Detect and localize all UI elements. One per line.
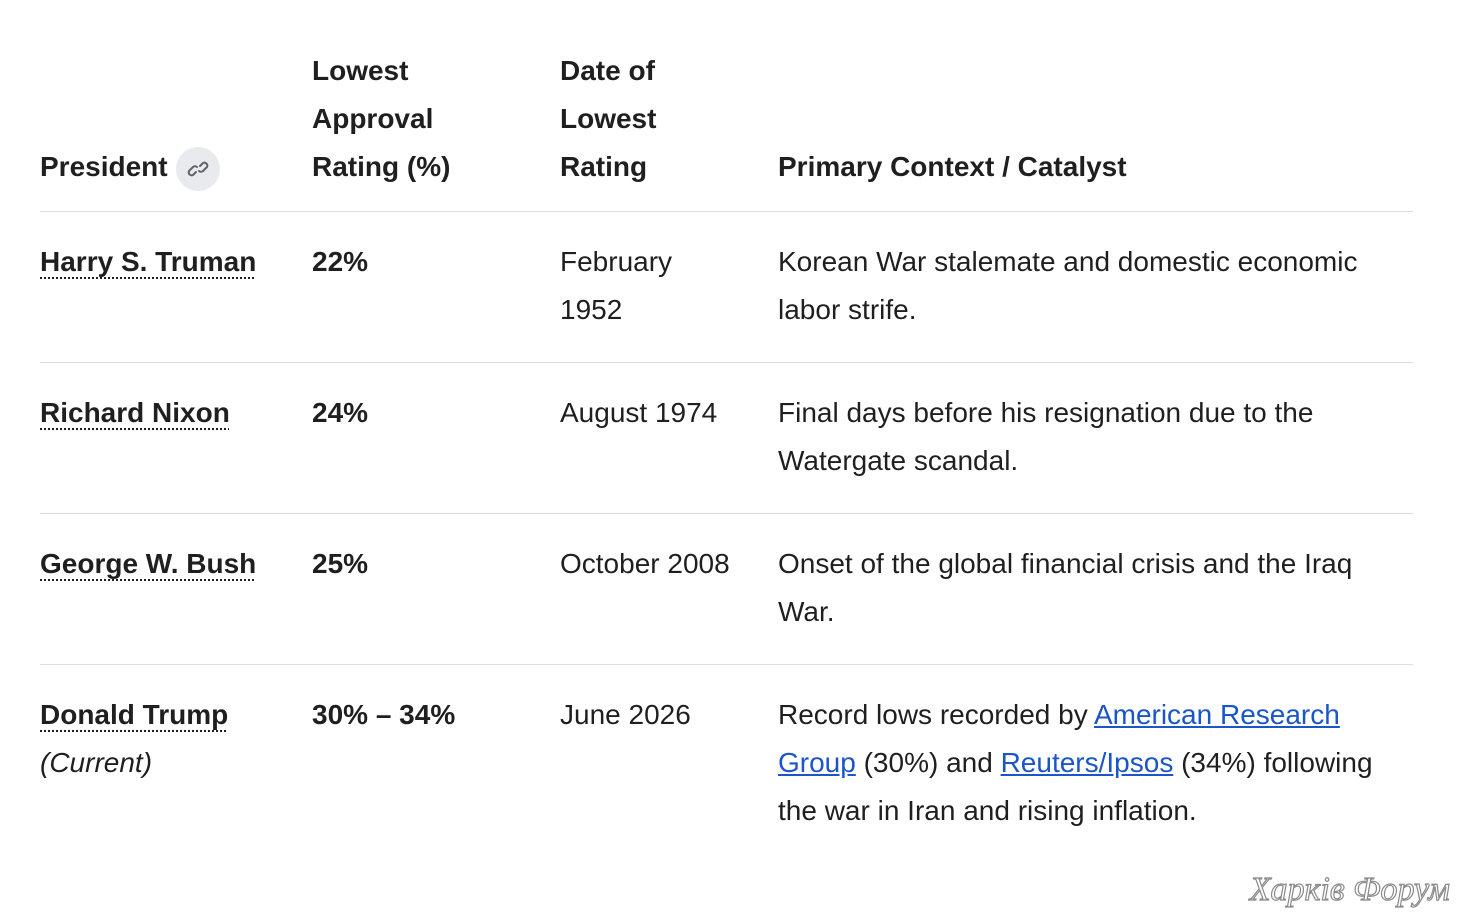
link-icon[interactable] <box>175 146 220 191</box>
header-text: Date of Lowest Rating <box>560 55 657 182</box>
cell-content: Harry S. Truman <box>40 238 268 286</box>
header-cell: President <box>40 0 312 212</box>
rating-date: June 2026 <box>560 699 691 730</box>
header-cell: Lowest Approval Rating (%) <box>312 0 560 212</box>
cell: 24% <box>312 363 560 514</box>
cell: Richard Nixon <box>40 363 312 514</box>
source-link[interactable]: Reuters/Ipsos <box>1000 747 1174 778</box>
president-name[interactable]: Harry S. Truman <box>40 246 257 277</box>
cell: Donald Trump (Current) <box>40 665 312 864</box>
president-name[interactable]: Donald Trump <box>40 699 229 730</box>
cell: 30% – 34% <box>312 665 560 864</box>
header-text: President <box>40 151 168 182</box>
president-note: (Current) <box>40 747 153 778</box>
cell-content: George W. Bush <box>40 540 268 588</box>
header-text: Lowest Approval Rating (%) <box>312 55 451 182</box>
cell: Harry S. Truman <box>40 212 312 363</box>
table-row: Richard Nixon 24% August 1974 Final days be… <box>40 363 1413 514</box>
table-row: George W. Bush 25% October 2008 Onset of th… <box>40 514 1413 665</box>
table-body: Harry S. Truman 22% February 1952 Korean Wa… <box>40 212 1413 864</box>
header-cell: Primary Context / Catalyst <box>778 0 1413 212</box>
approval-rating: 24% <box>312 397 369 428</box>
cell: 25% <box>312 514 560 665</box>
rating-date: August 1974 <box>560 397 718 428</box>
table: President Lowest Approval Rating (%) Dat… <box>40 0 1413 863</box>
cell: February 1952 <box>560 212 778 363</box>
cell: Korean War stalemate and domestic econom… <box>778 212 1413 363</box>
approval-rating: 25% <box>312 548 369 579</box>
approval-rating: 22% <box>312 246 369 277</box>
cell: Record lows recorded by American Researc… <box>778 665 1413 864</box>
cell-content: Richard Nixon <box>40 389 268 437</box>
header-cell: Date of Lowest Rating <box>560 0 778 212</box>
cell: August 1974 <box>560 363 778 514</box>
source-link[interactable]: American Research Group <box>778 699 1340 778</box>
table-row: Donald Trump (Current) 30% – 34% June 2026 R… <box>40 665 1413 864</box>
table-row: Harry S. Truman 22% February 1952 Korean Wa… <box>40 212 1413 363</box>
approval-rating: 30% – 34% <box>312 699 456 730</box>
context-text: (30%) and <box>855 747 1001 778</box>
cell: Onset of the global financial crisis and… <box>778 514 1413 665</box>
cell: 22% <box>312 212 560 363</box>
cell: June 2026 <box>560 665 778 864</box>
president-name[interactable]: George W. Bush <box>40 548 257 579</box>
table-head: President Lowest Approval Rating (%) Dat… <box>40 0 1413 212</box>
header-row: President Lowest Approval Rating (%) Dat… <box>40 0 1413 212</box>
header-text: Primary Context / Catalyst <box>778 151 1127 182</box>
president-name[interactable]: Richard Nixon <box>40 397 230 428</box>
context-text: Final days before his resignation due to… <box>778 397 1314 476</box>
context-text: Korean War stalemate and domestic econom… <box>778 246 1358 325</box>
rating-date: February 1952 <box>560 246 673 325</box>
context-text: (34%) following the war in Iran and risi… <box>778 747 1373 826</box>
context-text: Record lows recorded by <box>778 699 1094 730</box>
context-text: Onset of the global financial crisis and… <box>778 548 1353 627</box>
cell-content: Donald Trump (Current) <box>40 691 268 787</box>
cell: George W. Bush <box>40 514 312 665</box>
cell: October 2008 <box>560 514 778 665</box>
cell: Final days before his resignation due to… <box>778 363 1413 514</box>
watermark: Харків Форум <box>1249 870 1450 908</box>
rating-date: October 2008 <box>560 548 730 579</box>
